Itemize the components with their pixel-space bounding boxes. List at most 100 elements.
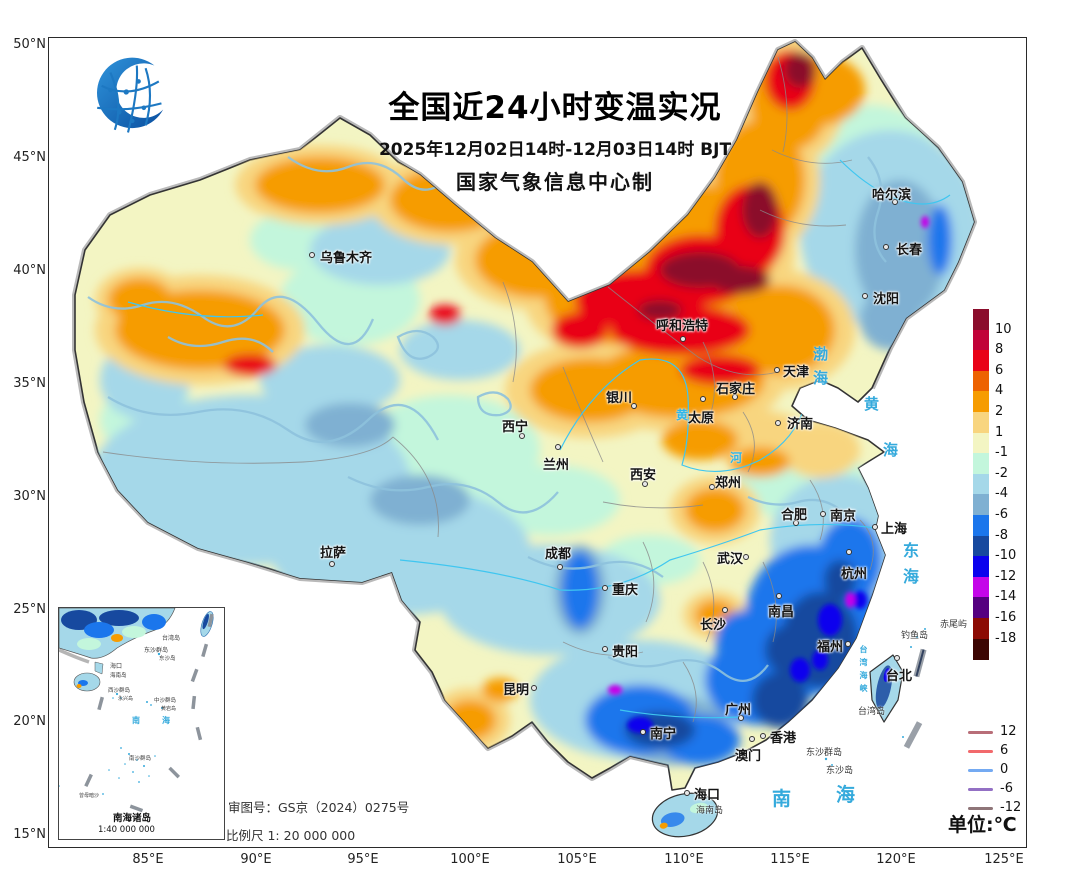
- lon-axis-label: 110°E: [664, 852, 704, 867]
- map-layers: [72, 39, 977, 838]
- colorbar-tick-label: -4: [995, 486, 1008, 502]
- city-label: 合肥: [781, 508, 808, 523]
- colorbar-tick-label: -2: [995, 465, 1008, 481]
- lat-axis-label: 20°N: [13, 714, 46, 729]
- colorbar-swatch: [973, 576, 989, 598]
- maritime-boundary-bars: [903, 648, 927, 749]
- colorbar-swatch: [973, 494, 989, 516]
- city-label: 济南: [787, 417, 814, 432]
- isoline-legend-label: 0: [1000, 762, 1009, 777]
- colorbar-swatch: [973, 309, 989, 331]
- lon-axis-label: 95°E: [347, 852, 379, 867]
- city-label: 拉萨: [320, 546, 347, 561]
- city-dot: [894, 655, 900, 661]
- lat-axis-label: 25°N: [13, 602, 46, 617]
- island-label: 台湾岛: [858, 707, 886, 717]
- colorbar-tick-label: 2: [995, 404, 1004, 419]
- nmic-logo: [97, 57, 164, 133]
- colorbar-swatch: [973, 535, 989, 557]
- city-dot: [684, 790, 690, 796]
- city-dot: [738, 715, 744, 721]
- lat-axis-label: 35°N: [13, 376, 46, 391]
- inset-label: 南海诸岛: [113, 813, 152, 824]
- zero-isolines: [87, 156, 887, 682]
- city-dot: [774, 367, 780, 373]
- lon-axis-label: 105°E: [557, 852, 597, 867]
- city-label: 呼和浩特: [656, 319, 709, 334]
- colorbar-tick-label: 10: [995, 321, 1012, 337]
- colorbar-tick-label: 8: [995, 342, 1004, 358]
- inset-label: 永兴岛: [118, 696, 134, 702]
- city-label: 长沙: [700, 618, 727, 633]
- city-label: 西宁: [502, 420, 529, 435]
- city-dot: [700, 396, 706, 402]
- city-label: 澳门: [735, 749, 762, 764]
- offshore-island-dots: [824, 628, 926, 766]
- map-scale: 比例尺 1: 20 000 000: [226, 828, 356, 843]
- city-label: 西安: [630, 468, 657, 483]
- inset-label: 南: [132, 716, 140, 725]
- colorbar-swatch: [973, 432, 989, 454]
- hainan-island: [651, 792, 719, 838]
- inset-label: 西沙群岛: [108, 688, 131, 694]
- city-dot: [557, 564, 563, 570]
- city-dot: [709, 484, 715, 490]
- inset-label: 海南岛: [110, 673, 127, 679]
- city-dot: [555, 444, 561, 450]
- city-label: 乌鲁木齐: [320, 251, 373, 266]
- colorbar-swatch: [973, 638, 989, 660]
- city-label: 沈阳: [873, 292, 900, 307]
- city-dot: [872, 524, 878, 530]
- inset-label: 海口: [110, 663, 123, 670]
- colorbar-tick-label: -14: [995, 589, 1017, 605]
- map-review-number: 审图号：GS京（2024）0275号: [228, 800, 410, 815]
- city-label: 哈尔滨: [872, 188, 912, 203]
- isoline-legend-swatch: [968, 750, 993, 753]
- colorbar-swatch: [973, 453, 989, 475]
- island-label: 东沙岛: [826, 766, 854, 776]
- colorbar-tick-label: -1: [995, 445, 1008, 461]
- colorbar-tick-label: -10: [995, 548, 1017, 564]
- city-label: 台北: [886, 669, 913, 684]
- colorbar-swatch: [973, 350, 989, 372]
- nine-dash-line: [84, 613, 214, 813]
- sea-label: 东海: [900, 542, 919, 594]
- colorbar-swatch: [973, 391, 989, 413]
- lon-axis-label: 100°E: [450, 852, 490, 867]
- city-dot: [732, 394, 738, 400]
- city-dot: [602, 646, 608, 652]
- city-dot: [892, 199, 898, 205]
- city-label: 香港: [770, 731, 797, 746]
- city-label: 贵阳: [612, 645, 639, 660]
- sea-label: 南: [772, 788, 792, 810]
- city-dot: [722, 607, 728, 613]
- city-label: 银川: [606, 391, 633, 406]
- city-label: 石家庄: [716, 382, 756, 397]
- city-label: 上海: [881, 522, 908, 537]
- sea-label: 海: [883, 441, 899, 459]
- colorbar-swatch: [973, 473, 989, 495]
- city-dot: [640, 729, 646, 735]
- isoline-legend-swatch: [968, 769, 993, 772]
- isoline-legend-label: 12: [1000, 724, 1017, 739]
- lat-axis-label: 15°N: [13, 827, 46, 842]
- city-label: 长春: [896, 243, 923, 258]
- island-label: 赤尾屿: [940, 620, 968, 630]
- colorbar-swatch: [973, 515, 989, 537]
- lon-axis-label: 115°E: [770, 852, 810, 867]
- city-dot: [642, 481, 648, 487]
- isoline-legend-label: -6: [1000, 781, 1013, 796]
- river-name-label: 黄: [676, 408, 689, 422]
- island-label: 钓鱼岛: [901, 631, 929, 641]
- city-label: 福州: [817, 640, 844, 655]
- colorbar-swatch: [973, 556, 989, 578]
- colorbar-tick-label: -12: [995, 568, 1017, 584]
- lat-axis-label: 50°N: [13, 37, 46, 52]
- province-borders: [102, 56, 874, 723]
- taiwan-island: [869, 654, 904, 723]
- colorbar-swatch: [973, 412, 989, 434]
- colorbar-tick-label: 6: [995, 362, 1004, 378]
- city-dot: [309, 252, 315, 258]
